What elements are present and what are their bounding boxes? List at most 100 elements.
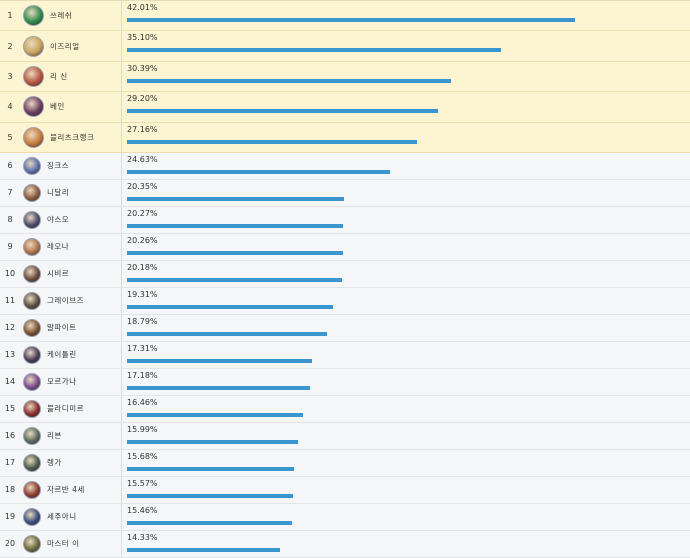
- champion-cell: 마스터 이: [20, 530, 122, 557]
- champion-avatar: [23, 480, 41, 499]
- pick-rate-label: 27.16%: [127, 124, 158, 134]
- champion-name: 쓰레쉬: [50, 11, 73, 21]
- table-row: 11 그레이브즈 19.31%: [0, 287, 690, 315]
- pick-rate-cell: 15.68%: [122, 450, 690, 476]
- rank-number: 19: [4, 512, 16, 522]
- pick-rate-cell: 17.18%: [122, 369, 690, 395]
- champion-name: 이즈리얼: [50, 41, 80, 51]
- table-row: 13 케이틀린 17.31%: [0, 341, 690, 369]
- pick-rate-bar: [127, 304, 333, 309]
- rank-number: 12: [4, 323, 16, 333]
- pick-rate-label: 14.33%: [127, 532, 158, 542]
- champion-name: 야스오: [47, 215, 70, 225]
- pick-rate-label: 20.18%: [127, 262, 158, 272]
- champion-cell: 징크스: [20, 152, 122, 179]
- champion-name: 레오나: [47, 242, 70, 252]
- champion-name: 베인: [50, 102, 65, 112]
- pick-rate-label: 20.26%: [127, 235, 158, 245]
- champion-cell: 자르반 4세: [20, 476, 122, 503]
- pick-rate-bar: [127, 223, 344, 228]
- pick-rate-cell: 20.35%: [122, 180, 690, 206]
- table-row: 10 시비르 20.18%: [0, 260, 690, 288]
- pick-rate-label: 15.99%: [127, 424, 158, 434]
- table-row: 12 말파이트 18.79%: [0, 314, 690, 342]
- pick-rate-bar: [127, 331, 328, 336]
- pick-rate-bar: [127, 493, 293, 498]
- pick-rate-cell: 15.46%: [122, 504, 690, 530]
- pick-rate-cell: 35.10%: [122, 31, 690, 60]
- rank-number: 16: [4, 431, 16, 441]
- pick-rate-cell: 29.20%: [122, 92, 690, 121]
- rank-number: 6: [7, 161, 13, 171]
- pick-rate-bar: [127, 48, 502, 53]
- table-row: 18 자르반 4세 15.57%: [0, 476, 690, 504]
- pick-rate-label: 20.27%: [127, 208, 158, 218]
- champion-avatar: [23, 399, 41, 418]
- pick-rate-label: 15.68%: [127, 451, 158, 461]
- champion-cell: 리븐: [20, 422, 122, 449]
- rank-number: 15: [4, 404, 16, 414]
- champion-name: 리븐: [47, 431, 62, 441]
- champion-avatar: [23, 5, 44, 27]
- champion-name: 블리츠크랭크: [50, 132, 95, 142]
- champion-avatar: [23, 372, 41, 391]
- pick-rate-bar: [127, 277, 343, 282]
- champion-avatar: [23, 96, 44, 118]
- rank-number: 2: [7, 41, 13, 51]
- pick-rate-cell: 17.31%: [122, 342, 690, 368]
- champion-avatar: [23, 210, 41, 229]
- pick-rate-label: 19.31%: [127, 289, 158, 299]
- pick-rate-cell: 15.57%: [122, 477, 690, 503]
- champion-cell: 케이틀린: [20, 341, 122, 368]
- pick-rate-cell: 15.99%: [122, 423, 690, 449]
- champion-avatar: [23, 183, 41, 202]
- table-row: 16 리븐 15.99%: [0, 422, 690, 450]
- table-row: 4 베인 29.20%: [0, 92, 690, 123]
- table-row: 6 징크스 24.63%: [0, 152, 690, 180]
- champion-avatar: [23, 453, 41, 472]
- rank-number: 13: [4, 350, 16, 360]
- champion-avatar: [23, 35, 44, 57]
- pick-rate-cell: 19.31%: [122, 288, 690, 314]
- rank-number: 5: [7, 132, 13, 142]
- pick-rate-cell: 20.18%: [122, 261, 690, 287]
- pick-rate-label: 18.79%: [127, 316, 158, 326]
- pick-rate-label: 24.63%: [127, 154, 158, 164]
- table-row: 7 니달리 20.35%: [0, 179, 690, 207]
- pick-rate-bar: [127, 466, 295, 471]
- pick-rate-cell: 30.39%: [122, 62, 690, 91]
- champion-name: 리 신: [50, 71, 68, 81]
- champion-avatar: [23, 65, 44, 87]
- pick-rate-label: 29.20%: [127, 94, 158, 104]
- champion-avatar: [23, 264, 41, 283]
- champion-name: 블라디미르: [47, 404, 84, 414]
- table-row: 5 블리츠크랭크 27.16%: [0, 122, 690, 153]
- rank-number: 14: [4, 377, 16, 387]
- pick-rate-bar: [127, 169, 390, 174]
- table-row: 2 이즈리얼 35.10%: [0, 31, 690, 62]
- table-row: 1 쓰레쉬 42.01%: [0, 1, 690, 32]
- pick-rate-cell: 20.27%: [122, 207, 690, 233]
- rank-number: 4: [7, 102, 13, 112]
- pick-rate-bar: [127, 520, 292, 525]
- rank-number: 1: [7, 11, 13, 21]
- table-row: 20 마스터 이 14.33%: [0, 530, 690, 558]
- champion-name: 모르가나: [47, 377, 77, 387]
- rank-number: 8: [7, 215, 13, 225]
- pick-rate-cell: 16.46%: [122, 396, 690, 422]
- table-row: 3 리 신 30.39%: [0, 61, 690, 93]
- pick-rate-label: 20.35%: [127, 181, 158, 191]
- pick-rate-bar: [127, 109, 439, 114]
- pick-rate-label: 15.46%: [127, 505, 158, 515]
- champion-avatar: [23, 156, 41, 175]
- rank-number: 3: [7, 71, 13, 81]
- champion-cell: 시비르: [20, 260, 122, 287]
- champion-cell: 리 신: [20, 61, 122, 92]
- pick-rate-label: 17.31%: [127, 343, 158, 353]
- pick-rate-bar: [127, 196, 344, 201]
- champion-name: 케이틀린: [47, 350, 77, 360]
- champion-cell: 렝가: [20, 449, 122, 476]
- pick-rate-cell: 20.26%: [122, 234, 690, 260]
- rank-number: 18: [4, 485, 16, 495]
- pick-rate-label: 17.18%: [127, 370, 158, 380]
